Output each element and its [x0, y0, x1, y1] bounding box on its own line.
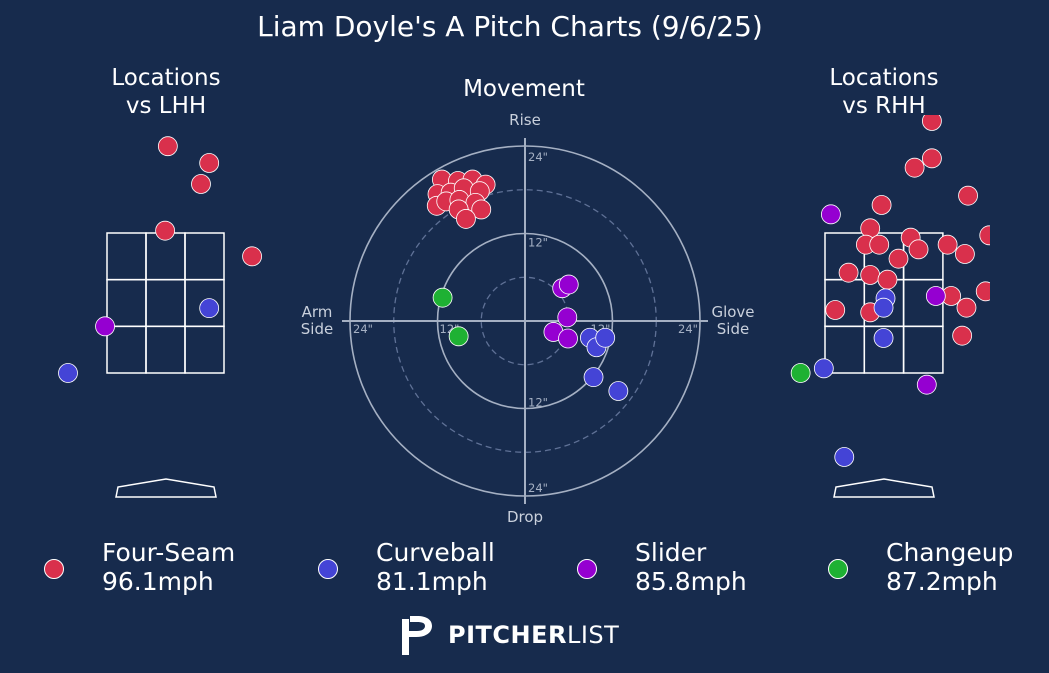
zone-cell	[145, 278, 186, 328]
axis-label-glove-side: Glove	[711, 303, 754, 321]
movement-point-slider	[557, 307, 578, 328]
home-plate	[833, 478, 935, 498]
pitch-point-four-seam	[869, 234, 890, 255]
legend-dot	[577, 559, 597, 579]
pitch-point-four-seam	[825, 300, 846, 320]
pitch-point-four-seam	[157, 136, 178, 157]
panel-title-rhh: Locations vs RHH	[784, 64, 984, 120]
pitch-point-four-seam	[975, 281, 990, 302]
legend-pitch-speed: 81.1mph	[376, 567, 488, 596]
zone-cell	[184, 325, 225, 374]
legend-dot	[318, 559, 338, 579]
pitch-point-four-seam	[921, 148, 942, 169]
pitch-point-four-seam	[199, 153, 220, 173]
pitch-point-curveball	[813, 358, 834, 379]
pitcherlist-logo-icon	[402, 616, 432, 655]
movement-point-curveball	[583, 367, 604, 388]
pitch-point-four-seam	[191, 174, 211, 194]
pitch-point-curveball	[199, 298, 220, 319]
pitch-point-curveball	[58, 363, 78, 383]
legend-pitch-speed: 96.1mph	[102, 567, 214, 596]
zone-cell	[184, 232, 225, 281]
brand-light: LIST	[566, 621, 620, 649]
ring-label: 24"	[528, 150, 548, 164]
legend-dot	[828, 559, 848, 579]
pitch-point-four-seam	[955, 244, 975, 264]
movement-point-changeup	[432, 287, 453, 308]
legend-pitch-name: Four-Seam	[102, 538, 236, 567]
pitch-point-four-seam	[937, 234, 958, 255]
brand-wordmark: PITCHERLIST	[448, 621, 619, 649]
ring-label: 12"	[528, 236, 548, 250]
zone-cell	[902, 325, 944, 374]
movement-point-curveball	[595, 327, 616, 348]
pitch-point-four-seam	[908, 239, 929, 260]
movement-panel: 24"12"12"24"24" 12" 12" 24"RiseDropArmSideG…	[301, 111, 755, 526]
pitch-point-curveball	[873, 297, 894, 318]
pitch-point-slider	[916, 374, 937, 395]
movement-point-four-seam	[456, 209, 476, 229]
brand-logo: PITCHERLIST	[398, 612, 619, 658]
pitch-point-four-seam	[956, 297, 977, 318]
pitch-point-four-seam	[155, 220, 176, 241]
pitch-point-slider	[820, 204, 841, 225]
pitch-point-changeup	[790, 363, 811, 383]
panel-title-rhh-line2: vs RHH	[842, 93, 926, 119]
pitch-point-four-seam	[860, 265, 881, 285]
pitch-point-four-seam	[921, 115, 942, 131]
panel-title-lhh-line1: Locations	[111, 65, 221, 91]
pitch-point-four-seam	[888, 248, 909, 269]
movement-point-curveball	[608, 381, 629, 401]
ring-label: 12"	[528, 396, 548, 410]
movement-point-changeup	[448, 326, 469, 347]
legend-pitch-speed: 85.8mph	[635, 567, 747, 596]
movement-point-four-seam	[471, 199, 492, 220]
panel-title-rhh-line1: Locations	[829, 65, 939, 91]
panel-title-movement-text: Movement	[463, 76, 585, 102]
legend-pitch-name: Curveball	[376, 538, 495, 567]
legend-dot	[44, 559, 64, 579]
zone-cell	[106, 232, 147, 281]
pitch-point-four-seam	[838, 262, 859, 283]
panel-title-movement: Movement	[424, 75, 624, 103]
pitch-point-four-seam	[958, 185, 978, 206]
axis-label-arm-side: Arm	[302, 303, 333, 321]
ring-label: 24"	[678, 322, 698, 336]
pitch-point-four-seam	[871, 195, 892, 215]
brand-bold: PITCHER	[448, 621, 567, 649]
pitch-point-four-seam	[242, 246, 262, 267]
home-plate	[115, 478, 217, 498]
pitch-point-four-seam	[877, 269, 898, 290]
pitch-point-four-seam	[952, 325, 973, 346]
axis-label-drop: Drop	[507, 508, 543, 526]
legend-pitch-name: Changeup	[886, 538, 1014, 567]
pitch-point-slider	[95, 316, 115, 337]
movement-point-slider	[558, 328, 578, 349]
pitch-point-four-seam	[979, 225, 990, 246]
axis-label-glove-side: Side	[717, 320, 749, 338]
pitch-point-curveball	[834, 447, 855, 467]
legend-pitch-name: Slider	[635, 538, 707, 567]
ring-label: 24"	[353, 322, 373, 336]
zone-cell	[106, 325, 147, 374]
movement-point-slider	[558, 274, 579, 295]
pitch-point-slider	[925, 286, 946, 306]
ring-label: 24"	[528, 481, 548, 495]
lhh-location-panel	[58, 136, 262, 498]
panel-title-lhh-line2: vs LHH	[125, 93, 207, 119]
axis-label-arm-side: Side	[301, 320, 333, 338]
axis-label-rise: Rise	[509, 111, 541, 129]
pitch-point-four-seam	[860, 218, 881, 239]
legend-pitch-speed: 87.2mph	[886, 567, 998, 596]
zone-cell	[145, 325, 186, 374]
panel-title-lhh: Locations vs LHH	[66, 64, 266, 120]
rhh-location-panel	[790, 115, 990, 498]
pitch-point-curveball	[873, 328, 894, 348]
zone-cell	[106, 278, 147, 328]
pitch-point-four-seam	[904, 157, 925, 178]
page-title: Liam Doyle's A Pitch Charts (9/6/25)	[257, 10, 763, 43]
